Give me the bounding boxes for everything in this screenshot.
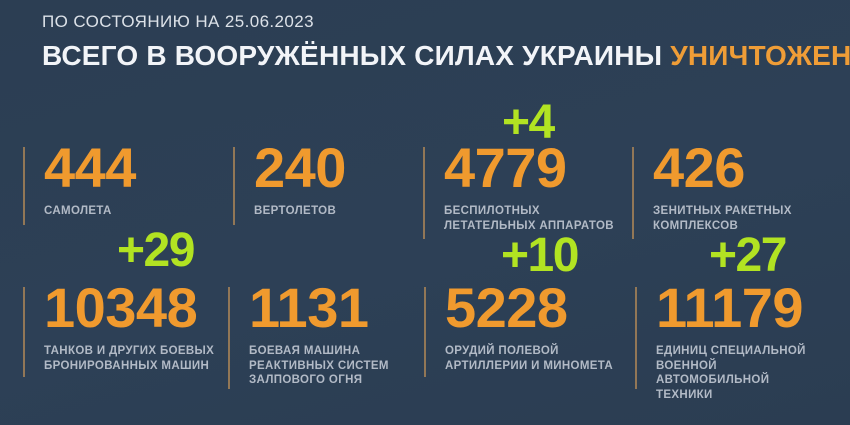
stat-aircraft: 444 САМОЛЕТА xyxy=(23,140,228,225)
stat-military-vehicles-value: 11179 xyxy=(656,276,804,339)
delta-annotation-uav: +4 xyxy=(502,96,555,149)
stat-artillery-value: 5228 xyxy=(445,276,568,339)
stat-mlrs: 1131 БОЕВАЯ МАШИНА РЕАКТИВНЫХ СИСТЕМ ЗАЛ… xyxy=(228,280,422,389)
stat-uav-value: 4779 xyxy=(444,136,567,199)
report-date: ПО СОСТОЯНИЮ НА 25.06.2023 xyxy=(42,12,314,31)
stat-helicopters-value: 240 xyxy=(254,136,346,199)
page-title-accent: УНИЧТОЖЕНО: xyxy=(670,40,850,71)
stat-tanks-value: 10348 xyxy=(44,276,198,339)
stat-aircraft-label: САМОЛЕТА xyxy=(44,205,112,217)
stat-helicopters-label: ВЕРТОЛЕТОВ xyxy=(254,205,337,217)
page-title-main: ВСЕГО В ВООРУЖЁННЫХ СИЛАХ УКРАИНЫ xyxy=(42,40,671,71)
page-title: ВСЕГО В ВООРУЖЁННЫХ СИЛАХ УКРАИНЫ УНИЧТО… xyxy=(42,40,850,72)
stat-artillery-label: ОРУДИЙ ПОЛЕВОЙ АРТИЛЛЕРИИ И МИНОМЕТА xyxy=(445,345,614,372)
stat-tanks: 10348 ТАНКОВ И ДРУГИХ БОЕВЫХ БРОНИРОВАНН… xyxy=(23,280,226,377)
stat-aircraft-value: 444 xyxy=(44,136,136,199)
stat-mlrs-value: 1131 xyxy=(249,276,369,339)
stat-artillery: 5228 ОРУДИЙ ПОЛЕВОЙ АРТИЛЛЕРИИ И МИНОМЕТ… xyxy=(424,280,633,377)
stat-sam-systems-value: 426 xyxy=(653,136,745,199)
stat-sam-systems-label: ЗЕНИТНЫХ РАКЕТНЫХ КОМПЛЕКСОВ xyxy=(653,205,792,232)
stat-military-vehicles-label: ЕДИНИЦ СПЕЦИАЛЬНОЙ ВОЕННОЙ АВТОМОБИЛЬНОЙ… xyxy=(656,345,806,401)
delta-annotation-artillery: +10 xyxy=(501,229,579,282)
delta-annotation-vehicles: +27 xyxy=(709,229,787,282)
stat-uav-label: БЕСПИЛОТНЫХ ЛЕТАТЕЛЬНЫХ АППАРАТОВ xyxy=(444,205,614,232)
stat-sam-systems: 426 ЗЕНИТНЫХ РАКЕТНЫХ КОМПЛЕКСОВ xyxy=(632,140,827,239)
stat-helicopters: 240 ВЕРТОЛЕТОВ xyxy=(233,140,421,225)
stat-uav: 4779 БЕСПИЛОТНЫХ ЛЕТАТЕЛЬНЫХ АППАРАТОВ xyxy=(423,140,630,239)
delta-annotation-tanks: +29 xyxy=(117,224,195,277)
stat-mlrs-label: БОЕВАЯ МАШИНА РЕАКТИВНЫХ СИСТЕМ ЗАЛПОВОГ… xyxy=(249,345,389,386)
stat-tanks-label: ТАНКОВ И ДРУГИХ БОЕВЫХ БРОНИРОВАННЫХ МАШ… xyxy=(44,345,215,372)
stat-military-vehicles: 11179 ЕДИНИЦ СПЕЦИАЛЬНОЙ ВОЕННОЙ АВТОМОБ… xyxy=(635,280,827,401)
